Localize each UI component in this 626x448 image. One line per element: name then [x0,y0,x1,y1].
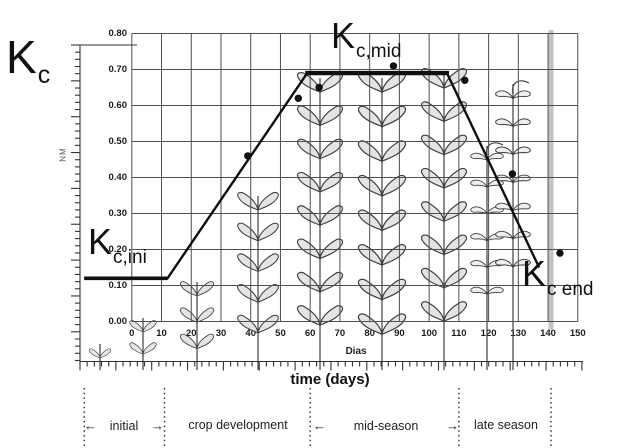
x-tick-label: 70 [334,328,346,339]
x-tick-label: 100 [421,328,438,339]
stage-mid-season: ← mid-season → [313,418,459,433]
x-tick-label: 110 [451,328,467,339]
x-tick-label: 50 [275,328,286,339]
y-tick-label: 0.70 [108,63,128,75]
x-tick-label: 80 [364,328,375,339]
stage-development: crop development [167,418,309,432]
y-tick-label: 0.50 [108,135,128,147]
x-axis-title: time (days) [290,371,370,388]
left-arrow-icon: ← [313,418,326,433]
stage-initial-label: initial [109,418,139,433]
ruler-scales [71,44,583,371]
day-140-gray-band [548,30,554,330]
stage-development-label: crop development [188,418,288,432]
left-arrow-icon: ← [84,418,97,433]
y-tick-label: 0.30 [108,207,128,219]
stage-late-season-label: late season [474,418,538,432]
right-arrow-icon: → [151,418,164,433]
y-tick-label: 0.40 [108,171,128,183]
x-tick-label: 130 [510,328,527,339]
y-tick-label: 0.60 [108,99,128,111]
y-tick-label: 0.10 [108,279,128,291]
kc-curve-line [84,70,541,281]
y-tick-label: 0.80 [108,27,128,39]
plant-illustrations [89,68,531,370]
x-tick-label: 10 [156,328,167,339]
stage-mid-season-label: mid-season [353,418,419,433]
x-tick-label: 40 [245,328,256,339]
x-tick-label: 60 [304,328,316,339]
x-tick-label: 140 [540,328,556,339]
stage-boundary-lines [83,388,552,446]
x-tick-label: 90 [394,328,405,339]
right-arrow-icon: → [446,418,459,433]
x-tick-label: 30 [215,328,227,339]
x-tick-label: 150 [569,328,586,339]
x-tick-label: 0 [129,328,135,339]
x-tick-label: 20 [185,328,197,339]
x-tick-label: 120 [480,328,497,339]
grid-lines [131,33,579,322]
y-tick-label: 0.20 [108,243,128,255]
x-axis-inner-label: Dias [345,346,367,357]
stage-initial: ← initial → [84,418,164,433]
y-tick-label: 0.00 [108,315,128,327]
data-points [244,62,564,257]
stage-late-season: late season [462,418,550,432]
